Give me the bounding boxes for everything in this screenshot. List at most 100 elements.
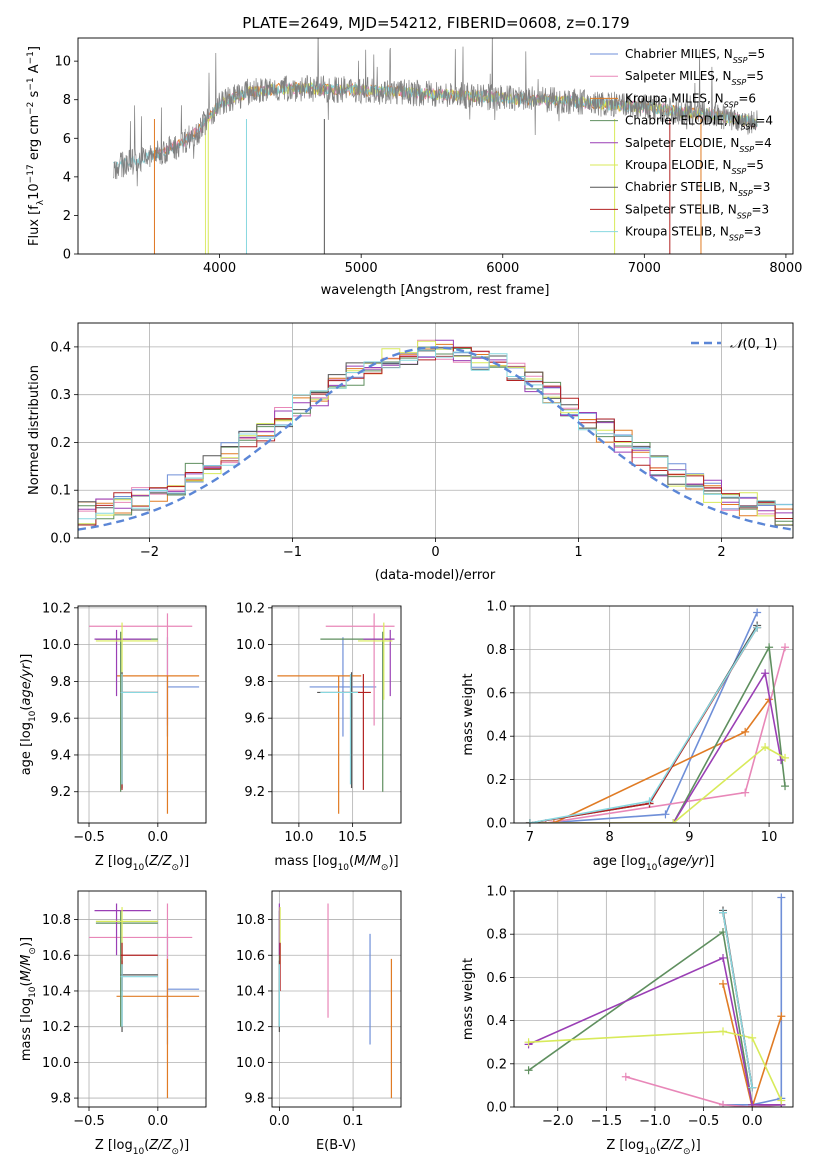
y-axis-label: mass weight bbox=[461, 673, 476, 755]
series-marker bbox=[761, 743, 770, 752]
x-tick-label: 10 bbox=[761, 830, 778, 845]
panel-spectrum: 4000 5000 6000 7000 8000 0 2 4 6 8 10 Chabrier MILE… bbox=[26, 37, 802, 298]
series-line bbox=[723, 897, 783, 1106]
y-axis-label: mass weight bbox=[461, 958, 476, 1040]
plot-area bbox=[278, 903, 393, 1099]
series-marker bbox=[777, 1012, 786, 1021]
legend-label: 𝒩(0, 1) bbox=[730, 337, 777, 352]
legend-label: Kroupa MILES, NSSP=6 bbox=[625, 91, 756, 109]
x-tick-label: 0.0 bbox=[147, 1114, 168, 1129]
x-tick-label: 0 bbox=[431, 545, 439, 560]
panel-age-vs-mass: 10.0 10.5 9.2 9.4 9.6 9.8 10.0 10.2 mass [log10(… bbox=[236, 601, 402, 873]
x-axis-label: (data-model)/error bbox=[375, 568, 496, 583]
x-tick-label: 0.1 bbox=[343, 1114, 364, 1129]
legend-label: Salpeter ELODIE, NSSP=4 bbox=[625, 136, 772, 154]
x-tick-label: −1.5 bbox=[591, 1114, 623, 1129]
y-tick-label: 0.2 bbox=[50, 436, 71, 451]
series-marker bbox=[748, 1100, 757, 1107]
x-tick-label: 7 bbox=[526, 830, 534, 845]
series-marker bbox=[525, 819, 534, 823]
y-axis-label: Flux [fλ10−17 erg cm−2 s−1 A−1] bbox=[26, 46, 46, 246]
y-tick-label: 8 bbox=[63, 93, 71, 108]
y-tick-label: 9.6 bbox=[244, 712, 265, 727]
x-tick-label: 1 bbox=[574, 545, 582, 560]
plot-area bbox=[525, 608, 790, 823]
observed-spectrum bbox=[113, 38, 758, 187]
series-line bbox=[625, 1076, 782, 1107]
y-tick-label: 0.6 bbox=[486, 971, 507, 986]
y-tick-label: 1.0 bbox=[486, 600, 507, 615]
series-marker bbox=[741, 788, 750, 797]
plot-area bbox=[89, 613, 200, 814]
series-marker bbox=[719, 1100, 728, 1107]
y-tick-label: 10.2 bbox=[42, 1020, 71, 1035]
x-axis-label: wavelength [Angstrom, rest frame] bbox=[321, 283, 550, 298]
x-tick-label: 4000 bbox=[203, 261, 236, 276]
plot-area bbox=[78, 339, 793, 538]
series-line bbox=[529, 627, 758, 823]
legend-label: Kroupa ELODIE, NSSP=5 bbox=[625, 158, 764, 176]
series-line bbox=[529, 646, 786, 823]
series-marker bbox=[524, 1066, 533, 1075]
x-axis-label: age [log10(age/yr)] bbox=[593, 854, 715, 873]
series-line bbox=[528, 1030, 783, 1101]
y-axis-label: Normed distribution bbox=[27, 365, 42, 495]
series-marker bbox=[719, 908, 728, 917]
series-line bbox=[529, 627, 758, 823]
series-line bbox=[722, 983, 783, 1107]
y-axis-label: mass [log10(M/M⊙)] bbox=[19, 937, 38, 1061]
y-tick-label: 0.0 bbox=[486, 1101, 507, 1116]
x-tick-label: 0.0 bbox=[269, 1114, 290, 1129]
y-tick-label: 9.8 bbox=[50, 1092, 71, 1107]
series-marker bbox=[753, 608, 762, 617]
series-line bbox=[529, 612, 758, 823]
panel-massweight-vs-Z: −2.0 −1.5 −1.0 −0.5 0.0 0.0 0.2 0.4 0.6 0.8 1.0 Z [… bbox=[461, 885, 794, 1157]
y-tick-label: 0.4 bbox=[486, 730, 507, 745]
y-tick-label: 10.0 bbox=[42, 638, 71, 653]
series-marker bbox=[661, 810, 670, 819]
y-tick-label: 10.0 bbox=[236, 638, 265, 653]
series-marker bbox=[748, 1083, 757, 1092]
series-marker bbox=[777, 893, 786, 902]
legend-label: Salpeter STELIB, NSSP=3 bbox=[625, 202, 769, 220]
y-tick-label: 10.4 bbox=[42, 984, 71, 999]
histogram-kroupa-elodie bbox=[78, 340, 793, 538]
y-tick-label: 10.2 bbox=[236, 601, 265, 616]
y-tick-label: 0 bbox=[63, 248, 71, 263]
y-tick-label: 0.8 bbox=[486, 928, 507, 943]
panel-residuals: −2 −1 0 1 2 0.0 0.1 0.2 0.3 0.4 𝒩(0, 1) (data-model… bbox=[27, 322, 794, 583]
normal-curve bbox=[78, 346, 793, 531]
y-tick-label: 10.2 bbox=[42, 601, 71, 616]
axes-frame bbox=[271, 605, 402, 824]
y-tick-label: 0.0 bbox=[50, 532, 71, 547]
plot-area bbox=[89, 903, 200, 1099]
series-line bbox=[529, 746, 786, 823]
series-marker bbox=[549, 819, 558, 823]
y-tick-label: 10.6 bbox=[42, 949, 71, 964]
x-axis-label: Z [log10(Z/Z⊙)] bbox=[606, 1138, 700, 1157]
x-tick-label: 9 bbox=[685, 830, 693, 845]
y-tick-label: 0.1 bbox=[50, 484, 71, 499]
axes-frame bbox=[77, 605, 207, 824]
series-marker bbox=[669, 819, 678, 823]
y-tick-label: 10.2 bbox=[236, 1020, 265, 1035]
panel-age-vs-Z: −0.5 0.0 9.2 9.4 9.6 9.8 10.0 10.2 Z [log10(Z/Z⊙… bbox=[19, 601, 207, 873]
x-tick-label: 10.0 bbox=[284, 830, 313, 845]
y-tick-label: 10.8 bbox=[236, 913, 265, 928]
panel-mass-vs-Z: −0.5 0.0 9.8 10.0 10.2 10.4 10.6 10.8 Z [log10(Z… bbox=[19, 890, 207, 1157]
x-tick-label: 5000 bbox=[345, 261, 378, 276]
y-tick-label: 9.2 bbox=[244, 785, 265, 800]
y-tick-label: 9.8 bbox=[244, 1092, 265, 1107]
axes-frame bbox=[271, 890, 402, 1108]
axes-frame bbox=[77, 890, 207, 1108]
x-axis-label: mass [log10(M/M⊙)] bbox=[274, 854, 398, 873]
y-tick-label: 0.0 bbox=[486, 817, 507, 832]
axes-frame bbox=[77, 37, 794, 255]
x-axis-label: Z [log10(Z/Z⊙)] bbox=[95, 1138, 189, 1157]
axes-frame bbox=[513, 605, 794, 824]
y-tick-label: 4 bbox=[63, 170, 71, 185]
series-line bbox=[529, 671, 782, 823]
y-tick-label: 9.2 bbox=[50, 785, 71, 800]
